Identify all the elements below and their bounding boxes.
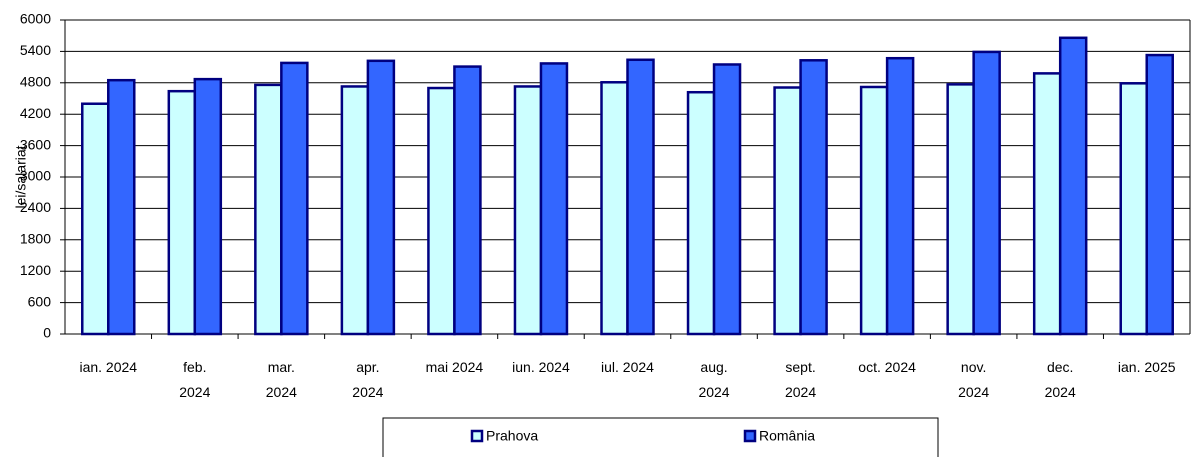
bar <box>885 56 915 336</box>
y-tick-label: 6000 <box>20 11 51 27</box>
y-tick-label: 4200 <box>20 105 51 121</box>
x-tick-label: mar. 2024 <box>265 359 297 400</box>
legend-label: Prahova <box>486 428 538 444</box>
bar <box>626 58 655 336</box>
bar <box>280 61 309 336</box>
x-tick-label: nov. 2024 <box>958 359 990 400</box>
bar <box>799 59 828 336</box>
bar <box>427 86 456 336</box>
x-tick-label: feb. 2024 <box>179 359 211 400</box>
x-tick-label: mai 2024 <box>425 359 484 375</box>
bar <box>254 83 283 336</box>
y-tick-label: 2400 <box>20 199 51 215</box>
bar <box>107 78 136 336</box>
y-tick-label: 5400 <box>20 42 51 58</box>
y-tick-label: 1200 <box>20 262 51 278</box>
y-tick-label: 600 <box>28 293 52 309</box>
bar <box>340 85 370 336</box>
bar <box>686 90 716 336</box>
legend-swatch <box>470 429 484 443</box>
bar <box>859 85 889 336</box>
legend-swatch <box>743 429 757 443</box>
y-axis-label: lei/salariat <box>13 145 29 208</box>
legend-box <box>382 417 939 457</box>
y-tick-label: 4800 <box>20 74 51 90</box>
bar <box>1145 53 1174 336</box>
x-tick-label: oct. 2024 <box>858 359 916 375</box>
y-tick-label: 3600 <box>20 136 51 152</box>
bar <box>712 63 742 336</box>
x-tick-label: dec. 2024 <box>1044 359 1076 400</box>
legend-label: România <box>759 428 815 444</box>
x-tick-label: ian. 2025 <box>1117 359 1176 375</box>
bar <box>600 81 629 336</box>
y-tick-label: 0 <box>43 325 51 341</box>
bar <box>972 50 1001 336</box>
bar <box>366 59 396 336</box>
x-tick-label: iul. 2024 <box>601 359 654 375</box>
bar <box>167 89 197 336</box>
bar <box>513 85 543 336</box>
y-tick-label: 1800 <box>20 231 51 247</box>
x-tick-label: apr. 2024 <box>352 359 384 400</box>
bar <box>1032 72 1062 336</box>
bar <box>773 86 802 336</box>
x-tick-label: iun. 2024 <box>512 359 570 375</box>
bar <box>453 65 482 336</box>
x-tick-label: aug. 2024 <box>698 359 730 400</box>
bar <box>1119 82 1148 336</box>
y-tick-label: 3000 <box>20 168 51 184</box>
x-tick-label: sept. 2024 <box>784 359 817 400</box>
bar <box>81 102 110 336</box>
x-tick-label: ian. 2024 <box>79 359 138 375</box>
bar <box>946 83 975 336</box>
bar <box>1058 36 1088 336</box>
bar <box>539 62 569 336</box>
bar <box>193 77 223 336</box>
